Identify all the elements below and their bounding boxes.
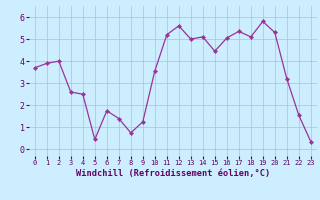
X-axis label: Windchill (Refroidissement éolien,°C): Windchill (Refroidissement éolien,°C) [76, 169, 270, 178]
